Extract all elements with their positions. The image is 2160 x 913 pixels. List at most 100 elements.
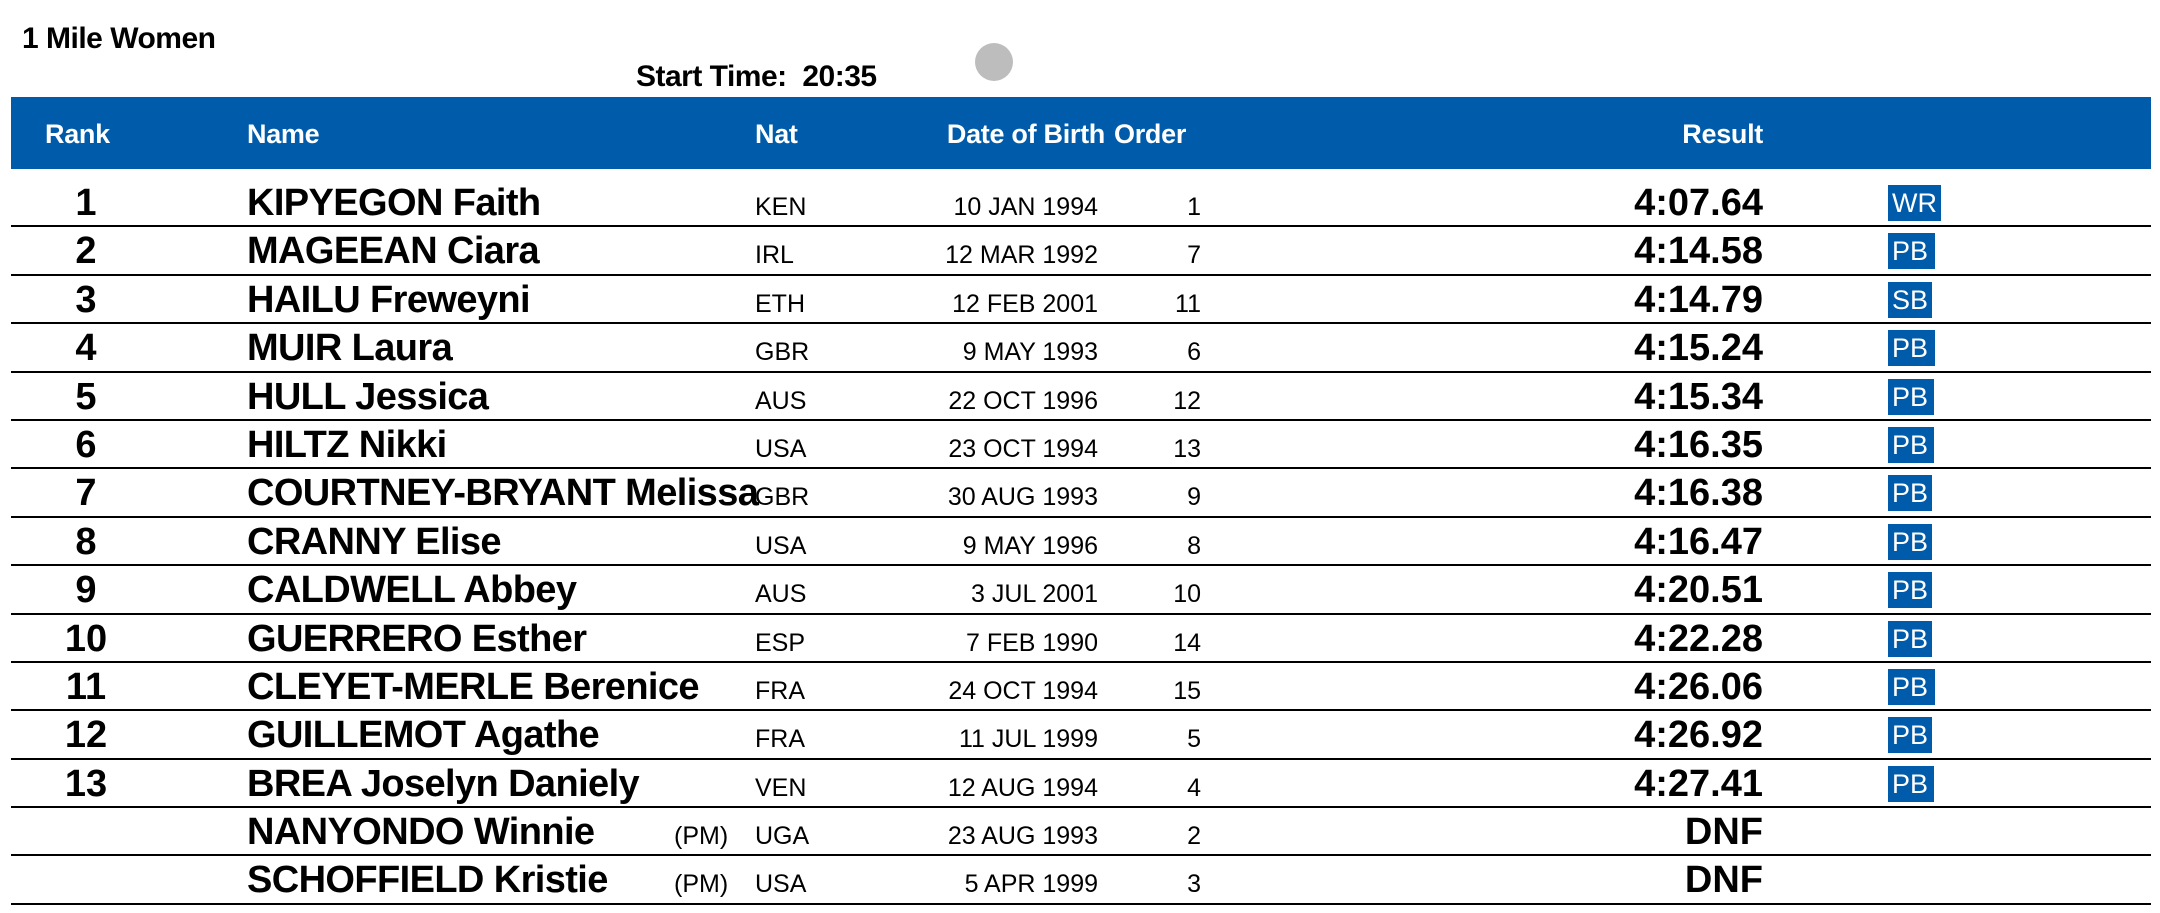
result-cell: 4:22.28 <box>1634 617 1763 660</box>
rank-cell: 8 <box>75 520 97 563</box>
record-badge: PB <box>1888 233 1933 270</box>
order-cell: 5 <box>1187 725 1201 754</box>
athlete-name: HILTZ Nikki <box>247 423 447 466</box>
table-row: 12 GUILLEMOT Agathe FRA 11 JUL 1999 5 4:26.92… <box>11 711 2151 760</box>
order-cell: 6 <box>1187 338 1201 367</box>
result-cell: 4:26.92 <box>1634 714 1763 757</box>
athlete-name: CLEYET-MERLE Berenice <box>247 665 700 708</box>
date-of-birth-cell: 12 FEB 2001 <box>952 289 1098 318</box>
table-row: 8 CRANNY Elise USA 9 MAY 1996 8 4:16.47 PB <box>11 518 2151 567</box>
nationality-cell: GBR <box>755 338 810 367</box>
result-cell: 4:16.47 <box>1634 520 1763 563</box>
nationality-cell: FRA <box>755 676 805 705</box>
order-cell: 15 <box>1173 676 1201 705</box>
date-of-birth-cell: 23 OCT 1994 <box>948 434 1098 463</box>
header-nat: Nat <box>755 119 798 149</box>
record-dot-icon <box>975 43 1013 81</box>
record-badge: PB <box>1888 378 1933 415</box>
athlete-name: BREA Joselyn Daniely <box>247 762 640 805</box>
table-row: 1 KIPYEGON Faith KEN 10 JAN 1994 1 4:07.64 WR <box>11 179 2151 228</box>
date-of-birth-cell: 30 AUG 1993 <box>947 483 1098 512</box>
result-cell: 4:20.51 <box>1634 569 1763 612</box>
date-of-birth-cell: 3 JUL 2001 <box>971 580 1098 609</box>
result-cell: 4:16.35 <box>1634 423 1763 466</box>
table-row: 10 GUERRERO Esther ESP 7 FEB 1990 14 4:22.28 P… <box>11 615 2151 663</box>
rank-cell: 1 <box>75 182 97 224</box>
rank-cell: 9 <box>75 569 97 612</box>
table-row: 13 BREA Joselyn Daniely VEN 12 AUG 1994 4 4:2… <box>11 760 2151 809</box>
rank-cell: 6 <box>75 423 97 466</box>
table-row: 9 CALDWELL Abbey AUS 3 JUL 2001 10 4:20.51 PB <box>11 566 2151 615</box>
order-cell: 11 <box>1175 289 1201 318</box>
header-result: Result <box>1682 119 1763 149</box>
result-cell: 4:07.64 <box>1634 182 1763 224</box>
order-cell: 10 <box>1173 580 1201 609</box>
result-cell: DNF <box>1684 811 1763 854</box>
athlete-name: MUIR Laura <box>247 327 453 370</box>
order-cell: 1 <box>1187 193 1201 221</box>
results-table-body: 1 KIPYEGON Faith KEN 10 JAN 1994 1 4:07.64 WR 2… <box>11 179 2151 905</box>
nationality-cell: USA <box>755 870 807 899</box>
record-badge: PB <box>1888 620 1933 657</box>
table-row: 3 HAILU Freweyni ETH 12 FEB 2001 11 4:14.79 SB <box>11 276 2151 325</box>
date-of-birth-cell: 12 MAR 1992 <box>945 241 1098 270</box>
nationality-cell: ETH <box>755 289 805 318</box>
table-row: NANYONDO Winnie (PM) UGA 23 AUG 1993 2 DNF <box>11 808 2151 857</box>
date-of-birth-cell: 9 MAY 1993 <box>962 338 1098 367</box>
athlete-name: CRANNY Elise <box>247 520 502 563</box>
rank-cell: 11 <box>65 665 107 708</box>
result-cell: 4:15.24 <box>1634 327 1763 370</box>
date-of-birth-cell: 7 FEB 1990 <box>965 628 1098 657</box>
record-badge: PB <box>1888 523 1933 560</box>
record-badge: PB <box>1888 668 1933 705</box>
result-cell: 4:16.38 <box>1634 472 1763 515</box>
start-time-label: Start Time: <box>636 60 787 93</box>
order-cell: 4 <box>1187 773 1201 802</box>
start-time-value: 20:35 <box>802 60 877 93</box>
result-cell: 4:15.34 <box>1634 375 1763 418</box>
nationality-cell: USA <box>755 531 807 560</box>
order-cell: 9 <box>1187 483 1201 512</box>
order-cell: 2 <box>1187 822 1201 851</box>
record-badge: PB <box>1888 475 1933 512</box>
table-row: 7 COURTNEY-BRYANT Melissa GBR 30 AUG 1993 9 4… <box>11 469 2151 518</box>
result-cell: 4:14.79 <box>1634 278 1763 321</box>
result-cell: DNF <box>1684 859 1763 902</box>
result-cell: 4:27.41 <box>1634 762 1763 805</box>
date-of-birth-cell: 24 OCT 1994 <box>948 676 1098 705</box>
athlete-name: NANYONDO Winnie <box>247 811 595 854</box>
record-badge: PB <box>1888 717 1933 754</box>
order-cell: 8 <box>1187 531 1201 560</box>
result-cell: 4:14.58 <box>1634 230 1763 273</box>
rank-cell: 13 <box>64 762 108 805</box>
header-date-of-birth: Date of Birth <box>946 119 1105 149</box>
rank-cell: 12 <box>64 714 108 757</box>
table-row: 11 CLEYET-MERLE Berenice FRA 24 OCT 1994 15 4… <box>11 663 2151 712</box>
header-rank: Rank <box>45 119 110 149</box>
results-table-header: Rank Name Nat Date of Birth Order Result <box>11 97 2151 169</box>
nationality-cell: VEN <box>755 773 807 802</box>
order-cell: 14 <box>1173 628 1201 657</box>
header-order: Order <box>1114 119 1187 149</box>
date-of-birth-cell: 22 OCT 1996 <box>948 386 1098 415</box>
start-time: Start Time: 20:35 <box>636 60 877 94</box>
order-cell: 12 <box>1173 386 1201 415</box>
athlete-name: SCHOFFIELD Kristie <box>247 859 608 902</box>
athlete-name: HAILU Freweyni <box>247 278 531 321</box>
pacemaker-label: (PM) <box>674 870 729 899</box>
athlete-name: MAGEEAN Ciara <box>247 230 540 273</box>
nationality-cell: ESP <box>755 628 806 657</box>
date-of-birth-cell: 23 AUG 1993 <box>947 822 1098 851</box>
order-cell: 3 <box>1187 870 1201 899</box>
nationality-cell: IRL <box>755 241 794 270</box>
date-of-birth-cell: 5 APR 1999 <box>964 870 1098 899</box>
nationality-cell: FRA <box>755 725 805 754</box>
nationality-cell: AUS <box>755 580 807 609</box>
result-cell: 4:26.06 <box>1634 665 1763 708</box>
rank-cell: 3 <box>75 278 97 321</box>
